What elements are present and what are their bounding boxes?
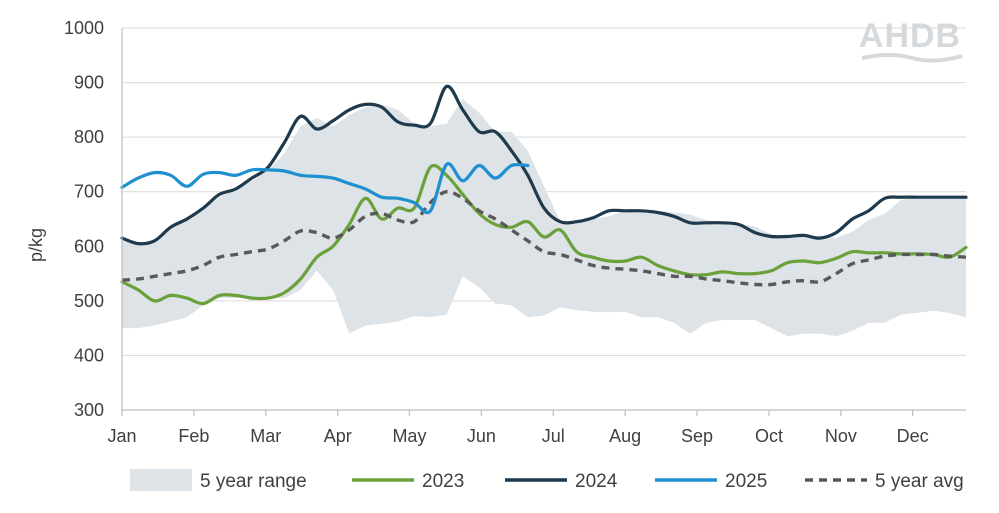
x-tick-label: Jul: [542, 426, 565, 446]
y-axis-title: p/kg: [26, 228, 46, 262]
series-line-2024: [120, 84, 968, 246]
y-tick-label: 1000: [64, 18, 104, 38]
y-tick-label: 900: [74, 73, 104, 93]
legend: 5 year range 2023 2024 2025 5 year avg: [130, 469, 964, 492]
legend-label: 5 year range: [200, 471, 307, 492]
legend-label: 5 year avg: [875, 471, 964, 492]
x-tick-label: Mar: [250, 426, 281, 446]
series-line-2025: [120, 162, 530, 215]
y-tick-label: 600: [74, 236, 104, 256]
x-tick-label: Jan: [107, 426, 136, 446]
legend-item: 2024: [505, 471, 618, 492]
legend-item: 2025: [655, 471, 767, 492]
logo-wave: [861, 53, 963, 63]
x-tick-label: Oct: [755, 426, 783, 446]
legend-item: 5 year range: [130, 469, 307, 492]
y-tick-label: 700: [74, 182, 104, 202]
range-layer: [122, 98, 966, 337]
y-tick-label: 400: [74, 345, 104, 365]
x-tick-label: Dec: [897, 426, 929, 446]
legend-label: 2025: [725, 471, 767, 492]
series-line-2023: [120, 163, 968, 306]
x-tick-label: May: [392, 426, 426, 446]
series-line-5-year-avg: [121, 189, 967, 287]
x-tick-label: Feb: [178, 426, 209, 446]
series-layer: [120, 84, 968, 306]
legend-item: 5 year avg: [805, 471, 964, 492]
legend-item: 2023: [352, 471, 464, 492]
range-band: [122, 98, 966, 337]
y-tick-label: 300: [74, 400, 104, 420]
x-tick-label: Aug: [609, 426, 641, 446]
y-tick-label: 500: [74, 291, 104, 311]
y-tick-label: 800: [74, 127, 104, 147]
legend-swatch: [130, 469, 192, 491]
x-tick-label: Apr: [324, 426, 352, 446]
legend-label: 2023: [422, 471, 464, 492]
logo-text: AHDB: [859, 17, 961, 55]
x-tick-label: Nov: [825, 426, 857, 446]
x-tick-label: Sep: [681, 426, 713, 446]
axes: 300 400 500 600 700 800 900 1000 Jan Feb Mar Apr May…: [64, 18, 966, 446]
legend-label: 2024: [575, 471, 618, 492]
x-tick-label: Jun: [467, 426, 496, 446]
ahdb-logo: AHDB: [859, 17, 963, 63]
